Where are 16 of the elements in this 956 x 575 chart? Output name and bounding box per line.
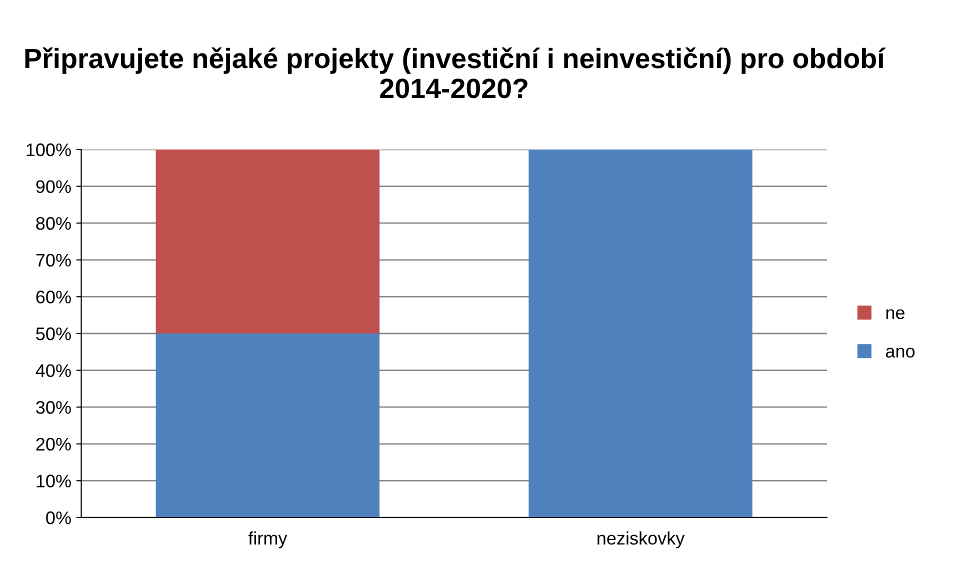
y-tick-label: 0% [46, 511, 71, 524]
chart-title: Připravujete nějaké projekty (investiční i neinvestiční) pro období 2014-2020? [25, 47, 886, 98]
y-tick-label: 90% [36, 180, 71, 194]
y-tick-label: 20% [36, 438, 71, 451]
legend-label: ano [886, 348, 915, 358]
y-tick-label: 80% [36, 217, 71, 230]
y-tick-label: 70% [36, 254, 71, 267]
x-tick-label: firmy [248, 531, 288, 548]
y-tick-label: 50% [36, 327, 71, 340]
y-tick-label: 100% [26, 143, 71, 156]
legend-label: ne [886, 309, 904, 320]
y-tick-label: 60% [36, 290, 71, 304]
y-tick-label: 10% [36, 474, 71, 488]
y-tick-label: 40% [36, 364, 71, 378]
y-tick-label: 30% [36, 401, 71, 414]
x-tick-label: neziskovky [598, 531, 685, 548]
